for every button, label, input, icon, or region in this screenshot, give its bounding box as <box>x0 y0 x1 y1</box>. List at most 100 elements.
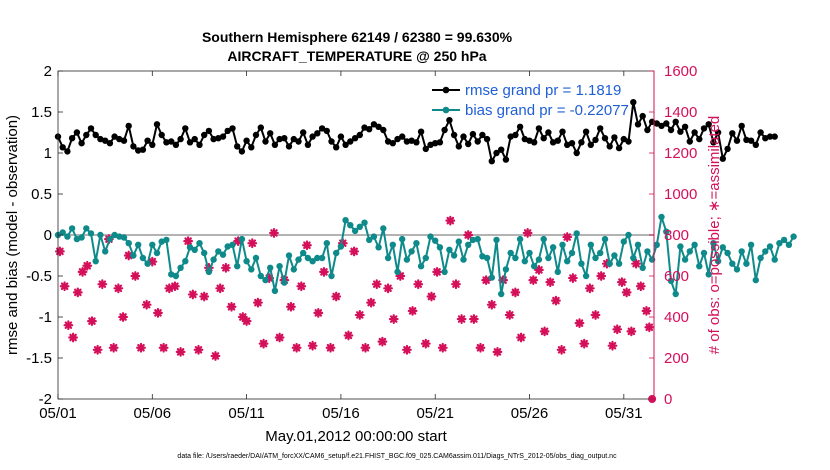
rmse-point <box>92 131 99 139</box>
rmse-point <box>766 133 774 140</box>
y2-tick-label: 1600 <box>664 63 697 80</box>
bias-point <box>667 277 675 285</box>
bias-point <box>309 258 316 265</box>
bias-point <box>177 264 184 271</box>
bias-point <box>762 248 769 255</box>
obs-point <box>247 238 258 249</box>
obs-point <box>291 342 302 353</box>
obs-point <box>63 320 74 331</box>
y-tick-label: 1.5 <box>31 104 52 121</box>
rmse-point <box>422 145 429 153</box>
bias-point <box>290 266 297 273</box>
bias-point <box>219 251 227 258</box>
y2-tick-label: 1200 <box>664 145 697 162</box>
bias-point <box>469 236 477 244</box>
bias-point <box>724 249 731 257</box>
obs-point <box>644 322 655 333</box>
bias-point <box>526 249 533 257</box>
rmse-point <box>639 112 646 120</box>
rmse-point <box>144 137 151 144</box>
rmse-point <box>441 126 448 134</box>
obs-point <box>631 258 641 269</box>
rmse-point <box>587 141 594 148</box>
obs-point <box>87 316 97 326</box>
obs-point <box>590 310 601 320</box>
rmse-point <box>370 121 378 128</box>
y-tick-label: 0 <box>44 227 52 244</box>
obs-point <box>302 240 312 251</box>
rmse-point <box>182 125 189 132</box>
bias-point <box>582 272 590 280</box>
y-axis-label: rmse and bias (model - observation) <box>4 115 21 355</box>
bias-point <box>130 252 137 259</box>
bias-point <box>210 256 217 263</box>
obs-point <box>215 283 226 294</box>
obs-point <box>269 228 279 238</box>
rmse-point <box>714 129 722 136</box>
rmse-point <box>658 122 665 130</box>
bias-point <box>771 256 778 263</box>
bias-point <box>634 241 642 248</box>
y2-tick-label: 1400 <box>664 104 697 121</box>
bias-point <box>389 241 396 248</box>
obs-point <box>253 297 263 308</box>
bias-point <box>125 240 132 247</box>
bias-point <box>729 260 736 267</box>
bias-point <box>427 233 434 240</box>
obs-point <box>183 236 194 247</box>
obs-point <box>534 264 544 275</box>
y-tick-label: -2 <box>39 391 52 408</box>
rmse-point <box>120 137 128 144</box>
bias-point <box>139 254 147 262</box>
obs-point <box>528 275 539 285</box>
rmse-point <box>724 145 731 153</box>
bias-point <box>568 249 576 257</box>
rmse-point <box>413 139 420 146</box>
x-tick-label: 05/06 <box>134 405 172 422</box>
obs-point <box>153 308 163 318</box>
rmse-point <box>83 131 90 139</box>
obs-point <box>574 318 585 329</box>
bias-point <box>752 276 759 284</box>
obs-point <box>451 279 461 290</box>
bias-point <box>215 248 222 255</box>
rmse-point <box>512 131 519 139</box>
bias-point <box>606 260 613 267</box>
bias-point <box>512 254 519 262</box>
obs-point <box>388 314 399 324</box>
bias-point <box>64 233 71 240</box>
rmse-point <box>125 122 132 130</box>
rmse-point <box>229 125 236 132</box>
bias-point <box>318 254 326 262</box>
bias-point <box>399 235 406 243</box>
rmse-point <box>436 139 444 146</box>
obs-point <box>354 310 365 320</box>
bias-point <box>149 241 156 248</box>
rmse-point <box>710 139 717 146</box>
obs-point <box>612 324 623 335</box>
bias-point <box>314 254 321 262</box>
bias-point <box>710 240 717 247</box>
bias-point <box>172 272 180 280</box>
obs-point <box>621 287 632 298</box>
rmse-point <box>403 138 411 145</box>
obs-point <box>456 314 467 324</box>
bias-point <box>493 236 500 244</box>
rmse-point <box>573 149 580 157</box>
bias-point <box>488 274 495 281</box>
rmse-point <box>696 135 703 143</box>
rmse-point <box>757 129 764 136</box>
y-tick-label: -1.5 <box>26 350 52 367</box>
bias-point <box>276 263 283 270</box>
rmse-point <box>153 121 161 128</box>
bias-point <box>455 238 462 245</box>
rmse-point <box>375 123 382 130</box>
bias-point <box>540 235 547 243</box>
obs-point <box>59 281 70 292</box>
bias-point <box>366 236 373 244</box>
obs-point <box>72 287 83 298</box>
rmse-point <box>295 138 302 145</box>
bias-point <box>262 276 269 284</box>
rmse-point <box>168 138 175 145</box>
obs-point <box>579 338 590 349</box>
